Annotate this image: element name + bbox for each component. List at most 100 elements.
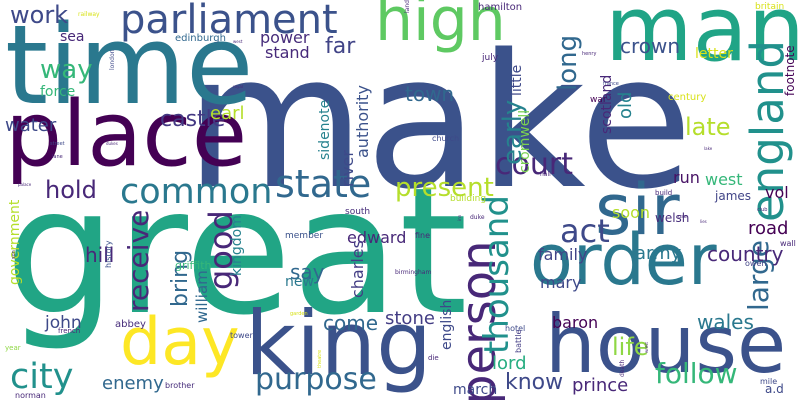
- word-late: late: [685, 113, 731, 141]
- word-griffith: griffith: [175, 259, 212, 272]
- word-club: club: [757, 207, 768, 213]
- word-lies: lies: [700, 219, 707, 224]
- word-james: james: [715, 189, 752, 203]
- word-dukes: dukes: [106, 141, 118, 146]
- word-day: day: [120, 305, 240, 380]
- word-state: state: [275, 162, 372, 206]
- word-lane: lane: [52, 154, 63, 160]
- word-abbey: abbey: [115, 319, 146, 330]
- word-church: church: [432, 134, 460, 143]
- word-south: south: [345, 207, 371, 217]
- word-make: make: [185, 14, 693, 230]
- word-man: man: [605, 0, 800, 82]
- word-act: act: [560, 212, 610, 250]
- word-william: william: [193, 270, 211, 323]
- word-come: come: [323, 311, 379, 335]
- word-soon: soon: [612, 203, 651, 222]
- word-garden: garden: [290, 311, 308, 317]
- word-house: house: [545, 298, 787, 391]
- word-mile: mile: [760, 377, 778, 386]
- word-sir: sir: [595, 169, 680, 251]
- word-high: high: [375, 0, 506, 55]
- word-river: river: [338, 150, 357, 187]
- word-enemy: enemy: [102, 373, 164, 394]
- word-royal: royal: [233, 84, 243, 89]
- word-kingdom: kingdom: [229, 215, 245, 276]
- word-charles: charles: [348, 240, 367, 298]
- word-member: member: [285, 231, 324, 241]
- word-july: july: [482, 53, 499, 63]
- word-stand: stand: [265, 43, 310, 62]
- word-welsh: welsh: [655, 211, 690, 225]
- word-government: government: [7, 199, 23, 285]
- word-building: building: [450, 194, 487, 204]
- word-wrest: wrest: [644, 342, 649, 353]
- word-baron: baron: [552, 313, 599, 332]
- word-edinburgh: edinburgh: [175, 33, 226, 44]
- word-land: land: [404, 0, 411, 13]
- word-lord: lord: [492, 353, 527, 374]
- word-brother: brother: [165, 381, 195, 390]
- word-follow: follow: [655, 357, 738, 390]
- word-time: time: [5, 1, 254, 129]
- word-history: history: [104, 240, 113, 268]
- word-birmingham: birmingham: [395, 269, 432, 276]
- word-purpose: purpose: [255, 362, 377, 397]
- word-earl: earl: [210, 103, 245, 124]
- word-wall: wall: [780, 239, 796, 248]
- word-english: english: [439, 299, 455, 350]
- word-year: year: [5, 344, 21, 352]
- word-hotel: hotel: [505, 324, 526, 333]
- word-stone: stone: [385, 308, 435, 329]
- word-power: power: [260, 28, 310, 47]
- word-france: france: [603, 81, 619, 87]
- word-receive: receive: [122, 209, 155, 312]
- word-edward: edward: [347, 228, 407, 247]
- word-tower: tower: [230, 331, 253, 340]
- word-common: common: [120, 172, 273, 212]
- word-present: present: [395, 173, 494, 203]
- word-inn: inn: [457, 214, 462, 221]
- word-castle: castle: [160, 107, 226, 132]
- word-old: old: [615, 91, 636, 119]
- word-court: court: [495, 147, 573, 182]
- word-hold: hold: [45, 176, 97, 204]
- word-century: century: [668, 92, 707, 103]
- word-footnote: footnote: [783, 45, 797, 96]
- word-city: city: [10, 357, 74, 397]
- word-norman: norman: [15, 391, 46, 400]
- word-prince: prince: [572, 375, 629, 396]
- word-say: say: [290, 260, 325, 284]
- word-hill: hill: [85, 243, 115, 267]
- word-death: death: [619, 359, 626, 377]
- word-army: army: [635, 243, 682, 264]
- word-french: french: [58, 327, 81, 335]
- word-mary: mary: [540, 273, 582, 292]
- word-john: john: [45, 313, 82, 333]
- word-crown: crown: [620, 34, 681, 58]
- word-little: little: [509, 64, 525, 96]
- word-sea: sea: [60, 29, 85, 45]
- word-way: way: [40, 55, 93, 85]
- word-west: west: [705, 170, 743, 189]
- word-wales: wales: [697, 310, 754, 334]
- word-palace: palace: [18, 182, 32, 187]
- word-london: london: [109, 49, 116, 70]
- word-cromwell: cromwell: [517, 109, 533, 173]
- word-know: know: [505, 370, 564, 395]
- word-water: water: [5, 115, 57, 136]
- word-vol: vol: [765, 183, 789, 202]
- word-britain: britain: [755, 2, 785, 12]
- word-far: far: [325, 34, 356, 59]
- word-railway: railway: [78, 11, 100, 18]
- word-lake: lake: [704, 146, 713, 151]
- word-parliament: parliament: [120, 0, 338, 43]
- word-work: work: [10, 1, 69, 29]
- word-battle: battle: [514, 329, 523, 353]
- word-use: use: [678, 214, 687, 220]
- word-authority: authority: [353, 85, 372, 158]
- word-henry: henry: [582, 51, 597, 57]
- word-war: war: [590, 95, 607, 105]
- word-theatre: theatre: [317, 349, 323, 368]
